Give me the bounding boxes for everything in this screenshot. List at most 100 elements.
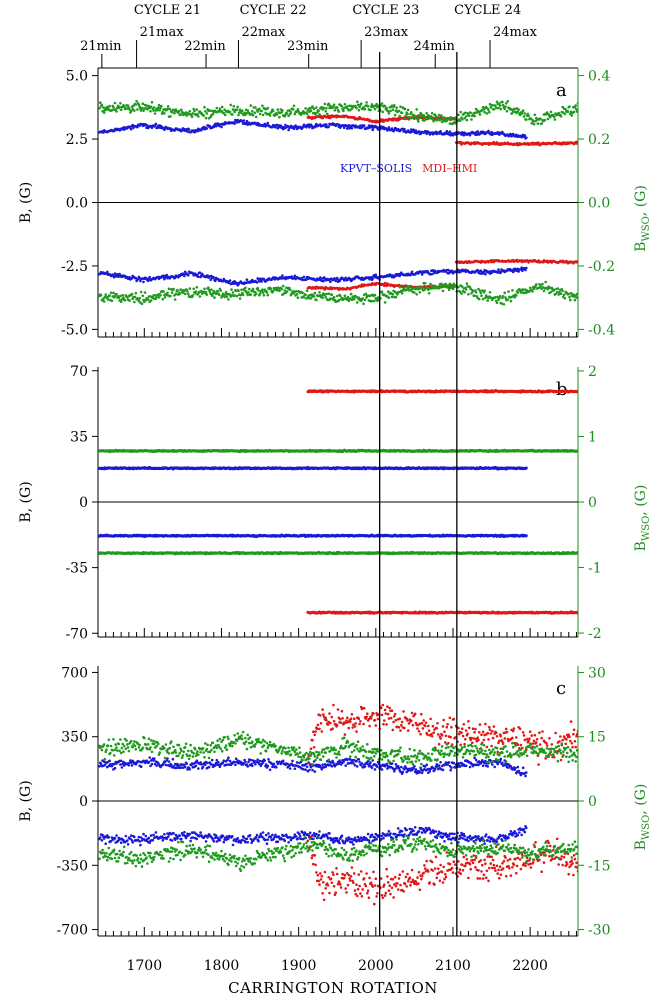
data-point [269, 287, 273, 291]
data-point [133, 109, 136, 112]
data-point [501, 103, 505, 107]
data-point [237, 113, 240, 117]
panels: 5.02.50.0-2.5-5.00.40.20.0-0.2-0.4B, (G)… [18, 68, 652, 939]
data-point [195, 286, 199, 289]
data-point [153, 112, 157, 115]
data-point [497, 268, 500, 271]
data-point [102, 106, 105, 109]
data-point [200, 272, 204, 276]
data-point [500, 302, 503, 305]
data-point [320, 294, 324, 298]
data-point [278, 115, 281, 119]
data-point [576, 141, 578, 145]
data-point [521, 109, 525, 112]
data-point [448, 130, 452, 133]
data-point [457, 113, 460, 117]
data-point [408, 117, 412, 120]
data-point [523, 112, 527, 115]
data-point [555, 290, 559, 294]
data-point [161, 297, 165, 301]
data-point [157, 103, 161, 107]
data-point [155, 295, 158, 299]
data-point [467, 293, 470, 296]
data-point [173, 298, 177, 301]
data-point [98, 106, 101, 110]
data-point [220, 109, 223, 113]
data-point [364, 292, 368, 296]
data-point [333, 108, 337, 112]
data-point [563, 112, 567, 116]
data-point [552, 288, 556, 292]
data-point [457, 285, 460, 289]
data-point [315, 298, 318, 302]
data-point [203, 287, 206, 291]
data-point [243, 111, 246, 115]
data-point [249, 104, 253, 107]
data-point [474, 291, 478, 294]
data-point [109, 291, 113, 295]
data-point [113, 101, 117, 105]
data-point [467, 114, 471, 118]
data-point [143, 291, 147, 294]
data-point [507, 290, 510, 293]
data-point [536, 122, 540, 125]
data-point [417, 120, 420, 123]
data-point [251, 287, 255, 291]
data-point [487, 108, 490, 112]
data-point [197, 275, 200, 279]
data-point [399, 105, 402, 108]
data-point [293, 274, 297, 278]
data-point [281, 284, 285, 288]
data-point [470, 118, 473, 121]
data-point [235, 294, 239, 298]
data-point [128, 299, 131, 302]
data-point [191, 294, 195, 297]
data-point [245, 119, 249, 123]
data-point [149, 105, 153, 109]
data-point [192, 287, 195, 291]
data-point [543, 118, 547, 122]
data-point [337, 298, 341, 302]
data-point [356, 301, 359, 304]
series-points [98, 99, 578, 306]
data-point [283, 289, 287, 292]
data-point [350, 126, 354, 130]
data-point [365, 101, 368, 104]
data-point [210, 294, 214, 298]
data-point [527, 114, 530, 118]
data-point [119, 102, 122, 105]
data-point [406, 112, 409, 116]
data-point [430, 272, 434, 276]
data-point [572, 110, 576, 114]
data-point [329, 297, 332, 301]
data-point [492, 108, 496, 111]
data-point [460, 118, 464, 121]
data-point [515, 294, 518, 297]
data-point [513, 295, 516, 299]
data-point [207, 286, 210, 290]
data-point [540, 122, 543, 125]
data-point [470, 292, 473, 295]
data-point [315, 122, 318, 126]
cycle-label: CYCLE 23 [352, 3, 419, 18]
y2-tick-label: -0.2 [588, 259, 615, 275]
data-point [288, 288, 292, 292]
data-point [292, 104, 296, 108]
y2-tick-label: -2 [588, 626, 602, 642]
y-tick-label: -70 [65, 626, 88, 642]
data-point [187, 292, 190, 296]
data-point [122, 105, 126, 108]
cycle-label: CYCLE 24 [454, 3, 521, 18]
data-point [373, 293, 377, 297]
data-point [491, 104, 494, 107]
data-point [393, 113, 397, 117]
panel-a: 5.02.50.0-2.5-5.00.40.20.0-0.2-0.4B, (G)… [18, 68, 652, 338]
data-point [165, 273, 168, 277]
data-point [118, 272, 121, 276]
data-point [140, 302, 144, 306]
data-point [516, 110, 520, 114]
data-point [197, 115, 200, 118]
data-point [380, 290, 384, 294]
data-point [153, 106, 156, 109]
data-point [258, 112, 262, 116]
